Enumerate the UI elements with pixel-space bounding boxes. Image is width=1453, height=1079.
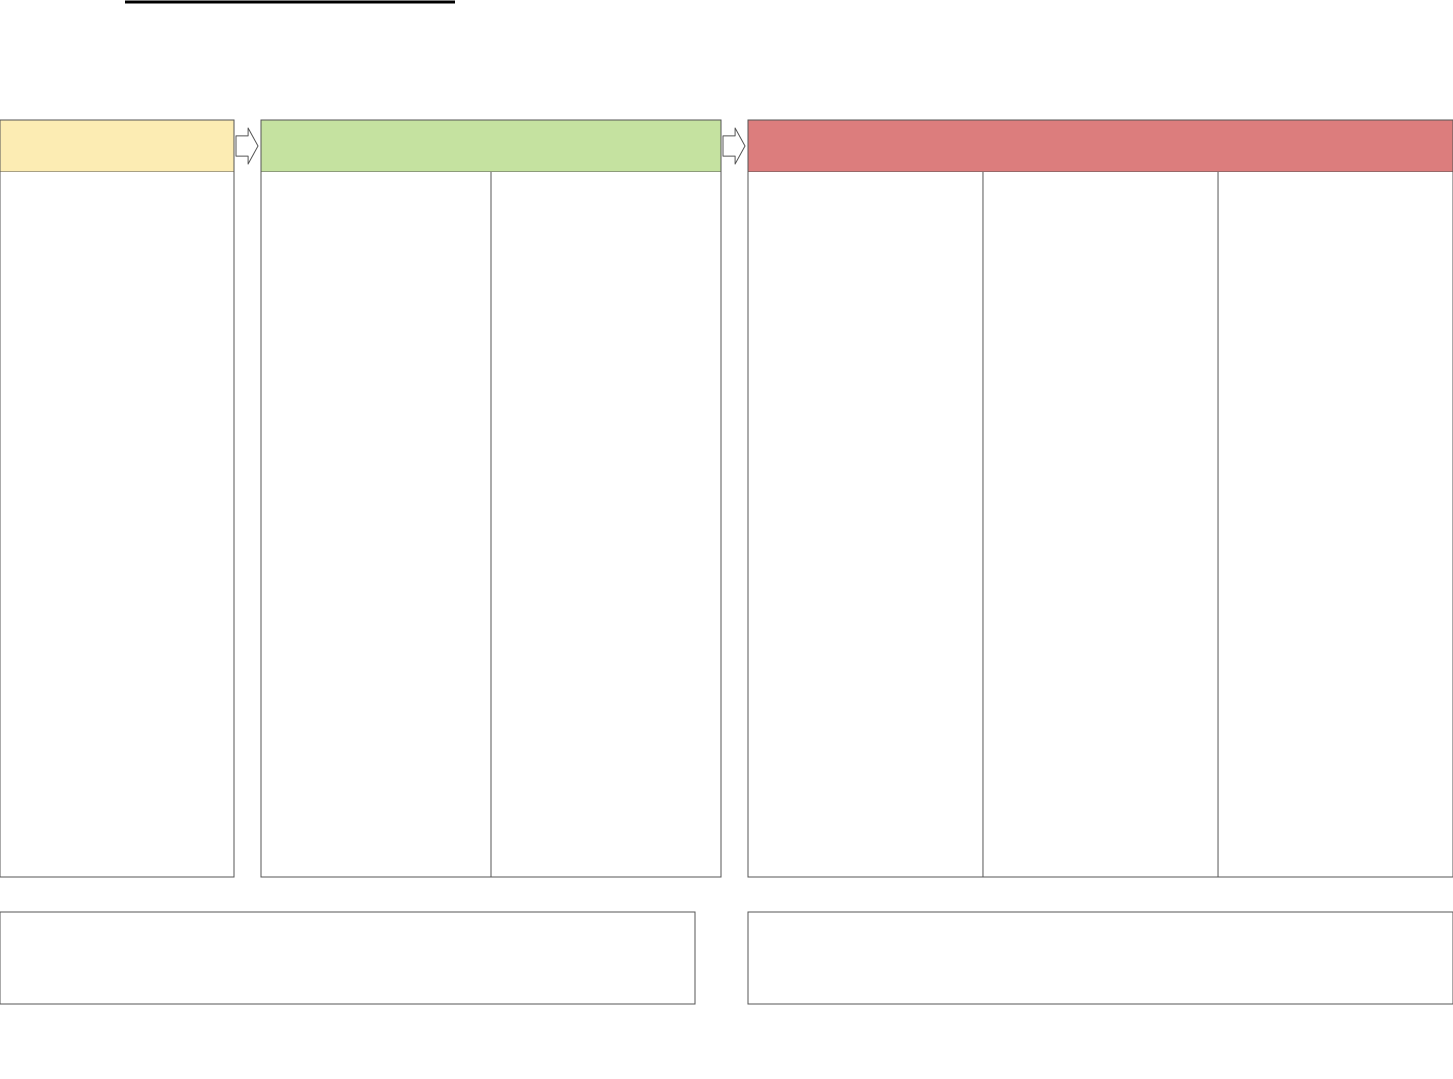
right-body: [748, 172, 1453, 877]
connector-arrow-0: [236, 128, 258, 164]
right-header: [748, 120, 1453, 172]
left-header: [0, 120, 234, 172]
left-body: [0, 172, 234, 877]
middle-header: [261, 120, 721, 172]
connector-arrow-1: [723, 128, 745, 164]
footer-box-left: [0, 912, 695, 1004]
footer-box-right: [748, 912, 1453, 1004]
diagram-canvas: [0, 0, 1453, 1079]
